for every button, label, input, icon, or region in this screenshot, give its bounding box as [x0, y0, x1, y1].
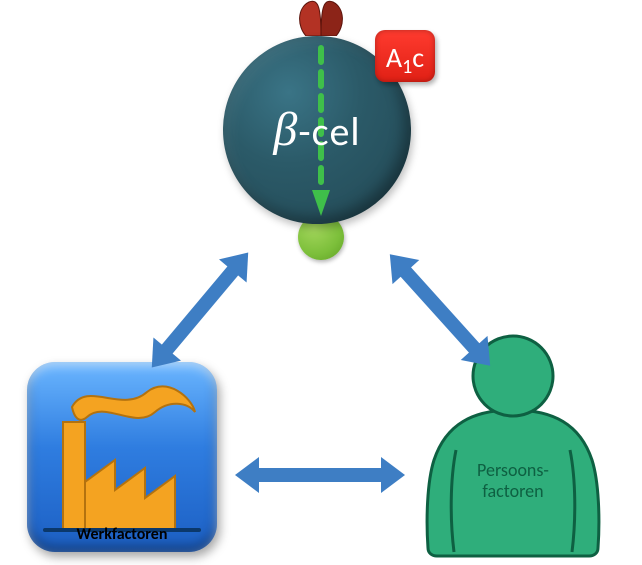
factory-tile: Werkfactoren — [27, 362, 217, 552]
factory-label: Werkfactoren — [27, 525, 217, 544]
factory-node: Werkfactoren — [27, 362, 217, 552]
beta-cell-petal-icon — [291, 0, 351, 36]
a1c-A: A — [386, 30, 402, 82]
beta-cell-label: β-cel — [223, 102, 411, 157]
beta-cell-text: -cel — [298, 107, 360, 156]
person-label-line1: Persoons- — [477, 459, 549, 481]
person-icon — [408, 320, 618, 560]
a1c-badge: A1c — [375, 30, 435, 82]
beta-symbol: β — [273, 102, 298, 157]
a1c-c: c — [412, 34, 424, 82]
factory-icon — [27, 362, 217, 552]
a1c-1: 1 — [402, 55, 412, 79]
beta-cell-node: β-cel A1c — [223, 6, 419, 256]
arrow-factory-person — [235, 455, 405, 495]
person-label-line2: factoren — [482, 480, 543, 502]
person-label: Persoons- factoren — [408, 460, 618, 501]
arrow-beta-factory — [136, 240, 263, 381]
person-node: Persoons- factoren — [408, 320, 618, 560]
